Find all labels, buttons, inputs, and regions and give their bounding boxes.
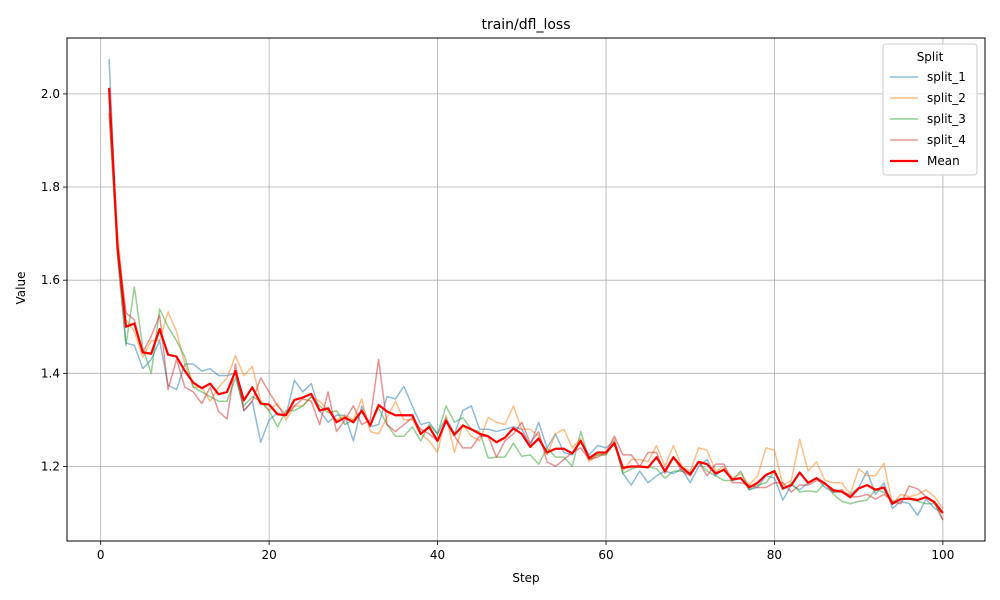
x-tick-label: 40 [430,548,445,562]
x-tick-label: 0 [97,548,105,562]
series-line-mean [108,87,944,514]
x-axis-label: Step [512,571,539,585]
legend-title: Split [917,50,944,64]
series-line-split-4 [108,112,944,521]
y-tick-label: 1.2 [41,459,60,473]
legend-label-split-2: split_2 [927,91,966,105]
series-line-split-1 [108,58,944,517]
series-line-split-3 [108,112,944,521]
legend-items: split_1 split_2 split_3 split_4 Mean [890,70,966,168]
x-tick-label: 20 [261,548,276,562]
y-tick-label: 2.0 [41,87,60,101]
y-tick-label: 1.6 [41,273,60,287]
plot-frame [66,37,986,542]
legend-label-split-1: split_1 [927,70,966,84]
x-tick-label: 100 [931,548,954,562]
y-tick-label: 1.8 [41,180,60,194]
legend-label-split-3: split_3 [927,112,966,126]
axis-ticks: 0 20 40 60 80 100 1.2 1.4 1.6 1.8 2.0 [41,87,954,562]
y-axis-label: Value [14,272,28,305]
series-lines [108,58,944,521]
series-line-split-2 [108,98,944,509]
x-tick-label: 80 [767,548,782,562]
x-tick-label: 60 [598,548,613,562]
legend: Split split_1 split_2 split_3 split_4 Mean [882,43,978,176]
legend-label-mean: Mean [927,154,960,168]
grid [67,38,985,541]
chart-title: train/dfl_loss [481,17,570,33]
y-tick-label: 1.4 [41,366,60,380]
legend-label-split-4: split_4 [927,133,966,147]
